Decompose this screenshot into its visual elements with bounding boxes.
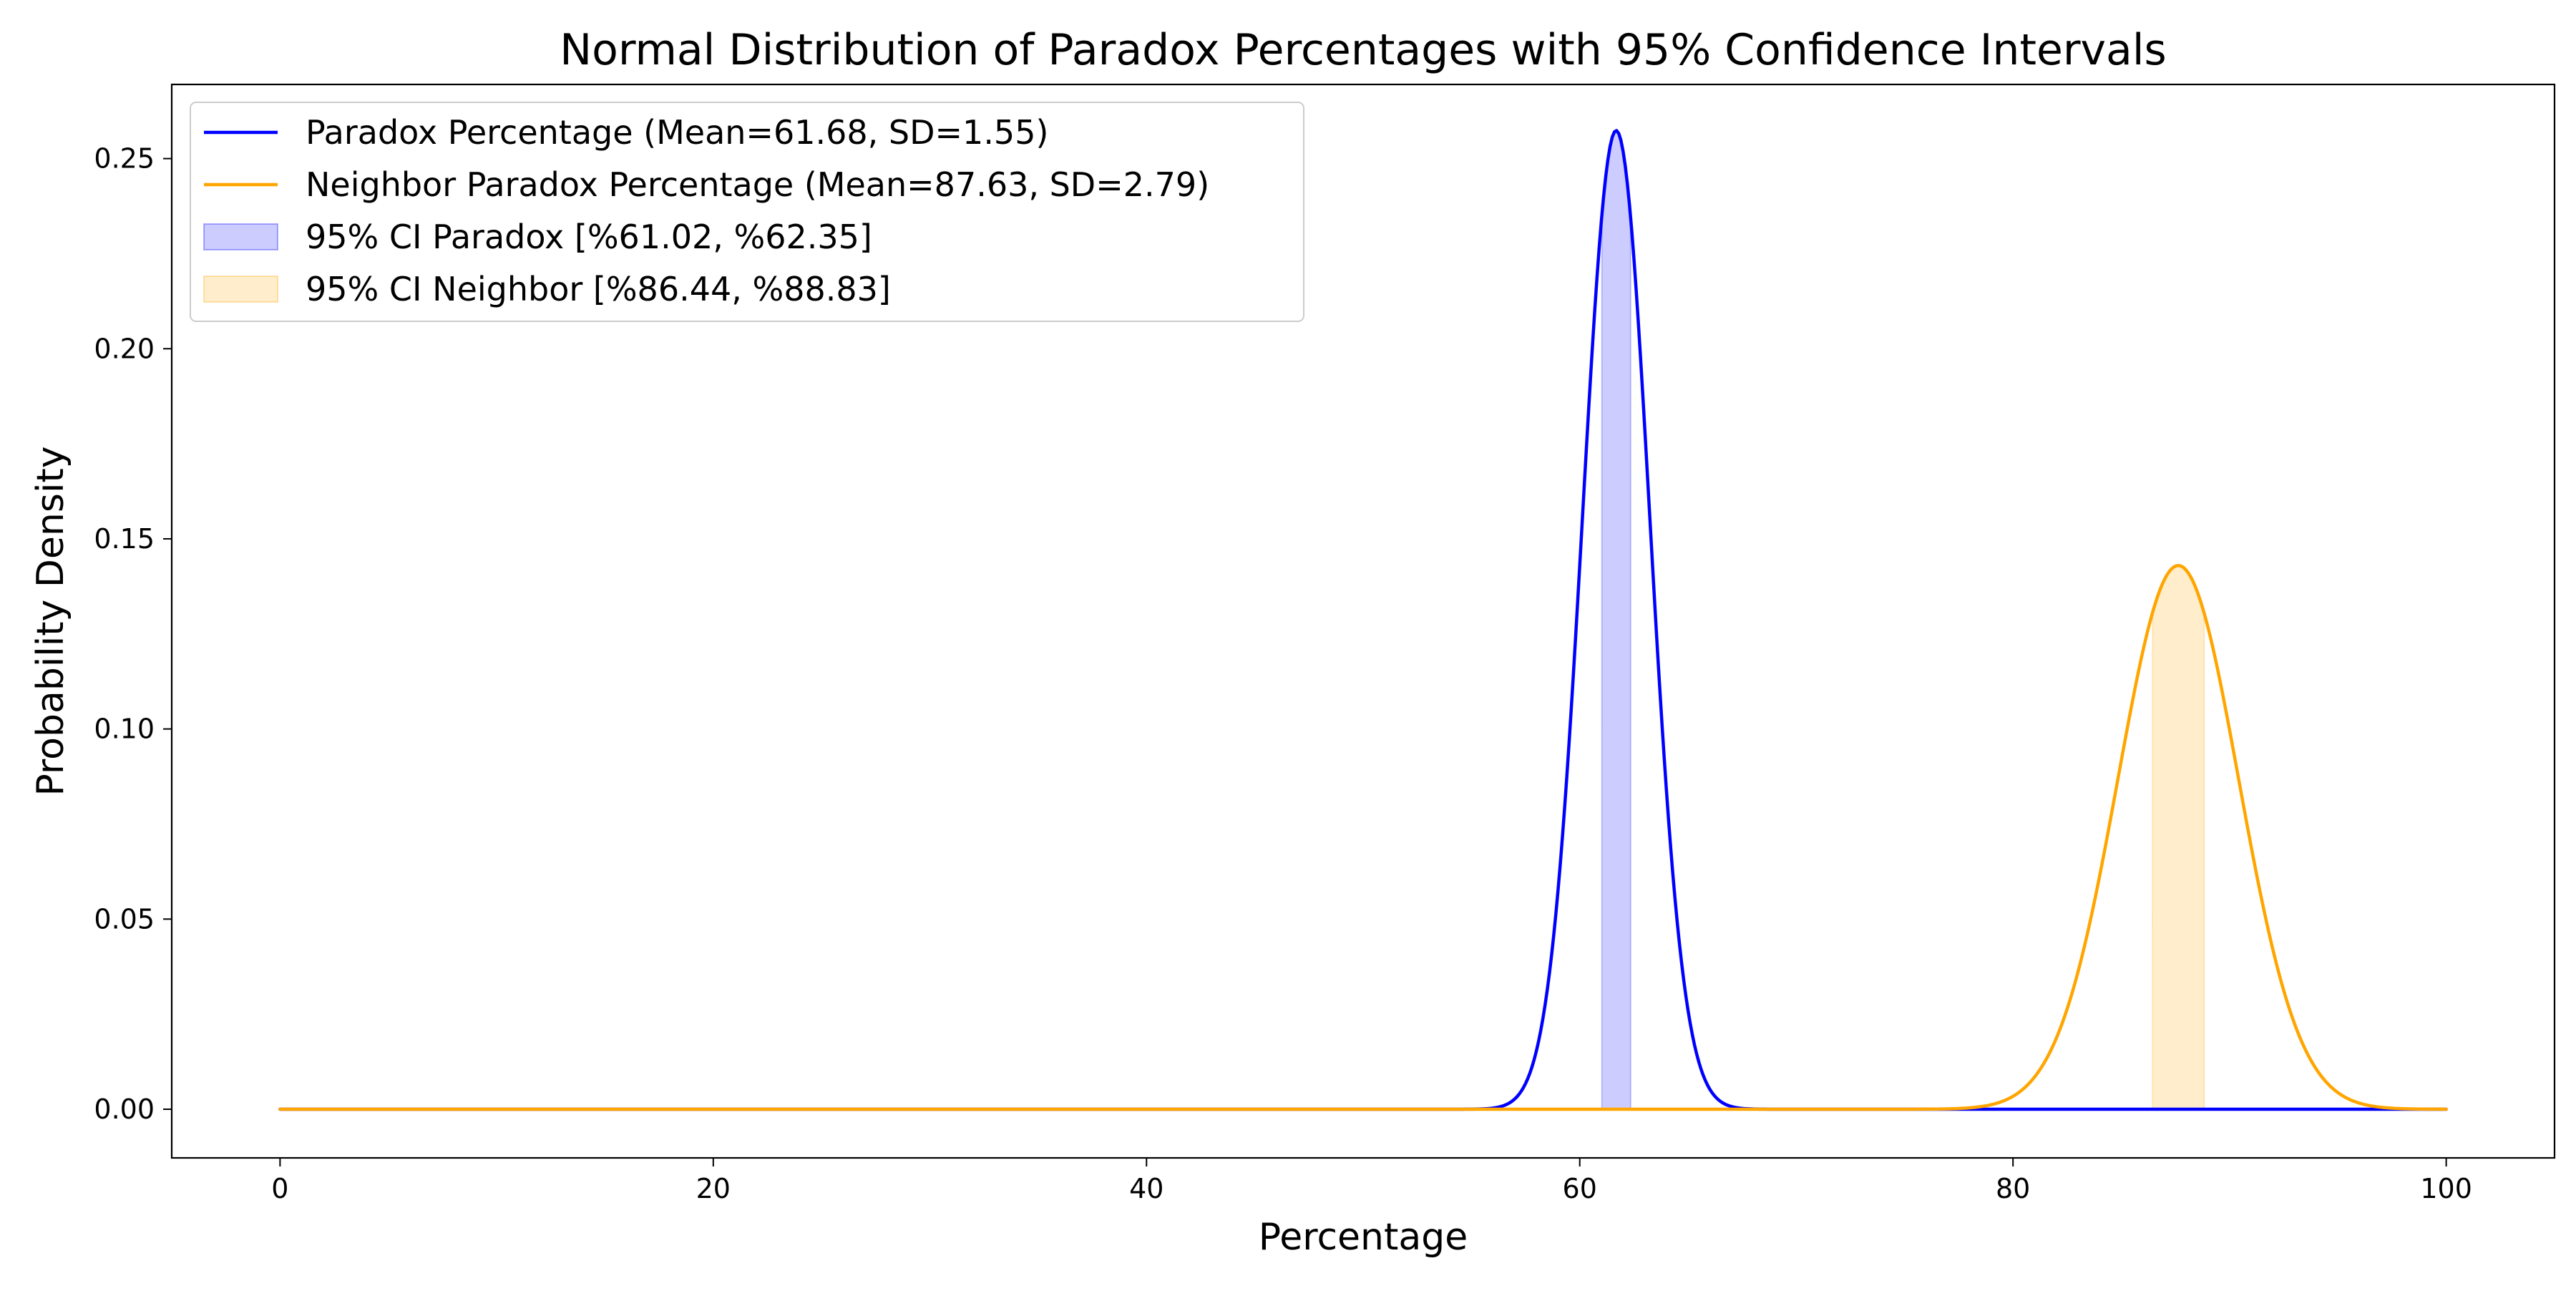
y-tick-label-2: 0.10 xyxy=(94,713,155,745)
legend-box xyxy=(190,102,1304,322)
x-tick-label-0: 0 xyxy=(271,1173,288,1204)
confidence-interval-0 xyxy=(1601,130,1631,1110)
y-tick-label-4: 0.20 xyxy=(94,333,155,364)
plot-frame xyxy=(170,83,2556,1159)
y-axis-label: Probability Density xyxy=(29,446,72,796)
x-axis: 0 20 40 60 80 100 xyxy=(271,1158,2472,1204)
chart-title: Normal Distribution of Paradox Percentag… xyxy=(560,25,2167,75)
y-tick-label-1: 0.05 xyxy=(94,903,155,935)
x-axis-label: Percentage xyxy=(1259,1216,1468,1259)
x-tick-label-5: 100 xyxy=(2420,1173,2472,1204)
legend-items: Paradox Percentage (Mean=61.68, SD=1.55)… xyxy=(203,113,1209,308)
legend-swatch-patch-1 xyxy=(203,276,278,303)
x-tick-label-3: 60 xyxy=(1563,1173,1597,1204)
series-layer xyxy=(278,129,2448,1111)
y-axis: 0.00 0.05 0.10 0.15 0.20 0.25 xyxy=(94,143,172,1125)
y-tick-label-0: 0.00 xyxy=(94,1093,155,1125)
legend-label-3: 95% CI Neighbor [%86.44, %88.83] xyxy=(306,270,891,308)
series-line-1 xyxy=(278,564,2448,1111)
plot-area xyxy=(278,129,2448,1111)
x-tick-label-1: 20 xyxy=(696,1173,731,1204)
x-tick-label-4: 80 xyxy=(1996,1173,2030,1204)
y-tick-label-3: 0.15 xyxy=(94,523,155,555)
legend-label-2: 95% CI Paradox [%61.02, %62.35] xyxy=(306,218,872,256)
confidence-interval-1 xyxy=(2152,565,2205,1110)
legend-label-1: Neighbor Paradox Percentage (Mean=87.63,… xyxy=(306,165,1209,204)
legend-label-0: Paradox Percentage (Mean=61.68, SD=1.55) xyxy=(306,113,1048,152)
x-tick-label-2: 40 xyxy=(1129,1173,1163,1204)
legend-swatch-patch-0 xyxy=(203,223,278,250)
legend: Paradox Percentage (Mean=61.68, SD=1.55)… xyxy=(190,102,1304,322)
y-tick-label-5: 0.25 xyxy=(94,143,155,175)
